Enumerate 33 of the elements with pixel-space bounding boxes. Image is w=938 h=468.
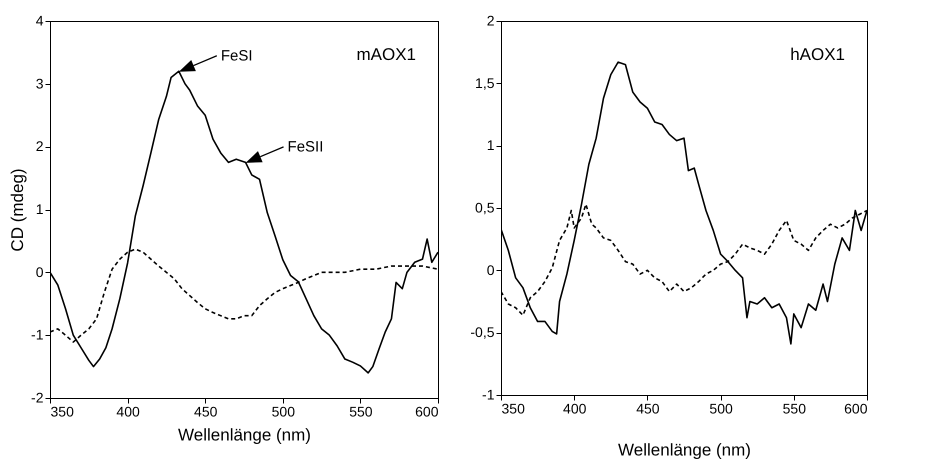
annotation: mAOX1: [356, 45, 416, 64]
y-tick-label: -2: [31, 390, 44, 406]
y-tick-label: 0,5: [475, 200, 495, 216]
x-tick-label: 550: [782, 400, 806, 416]
y-tick-label: 1: [36, 201, 44, 217]
y-tick-label: 2: [36, 138, 44, 154]
y-tick-label: -1: [31, 326, 44, 343]
x-axis-title: Wellenlänge (nm): [618, 440, 751, 460]
x-tick-label: 400: [116, 404, 140, 420]
annotation: hAOX1: [790, 45, 845, 64]
y-tick-label: 2: [486, 12, 495, 28]
x-tick-label: 500: [272, 404, 296, 420]
x-tick-label: 500: [709, 400, 733, 416]
x-tick-label: 450: [194, 404, 218, 420]
y-tick-label: 0: [36, 264, 44, 280]
y-tick-label: 4: [36, 12, 44, 28]
x-tick-label: 550: [349, 404, 373, 420]
x-tick-label: 600: [844, 400, 868, 416]
x-tick-label: 400: [563, 400, 587, 416]
y-tick-label: 1: [486, 137, 495, 154]
x-tick-label: 350: [502, 400, 526, 416]
x-tick-label: 450: [636, 400, 660, 416]
x-axis-title: Wellenlänge (nm): [178, 426, 311, 444]
annotation: FeSI: [220, 47, 253, 64]
x-tick-label: 600: [415, 404, 439, 420]
y-tick-label: 3: [36, 75, 44, 92]
y-tick-label: 1,5: [475, 74, 495, 91]
y-tick-label: -0,5: [470, 324, 495, 340]
x-tick-label: 350: [50, 404, 74, 420]
annotation: FeSII: [288, 138, 324, 156]
y-tick-label: -1: [482, 386, 495, 402]
y-axis-title: CD (mdeg): [8, 168, 28, 252]
y-tick-label: 0: [486, 262, 495, 278]
